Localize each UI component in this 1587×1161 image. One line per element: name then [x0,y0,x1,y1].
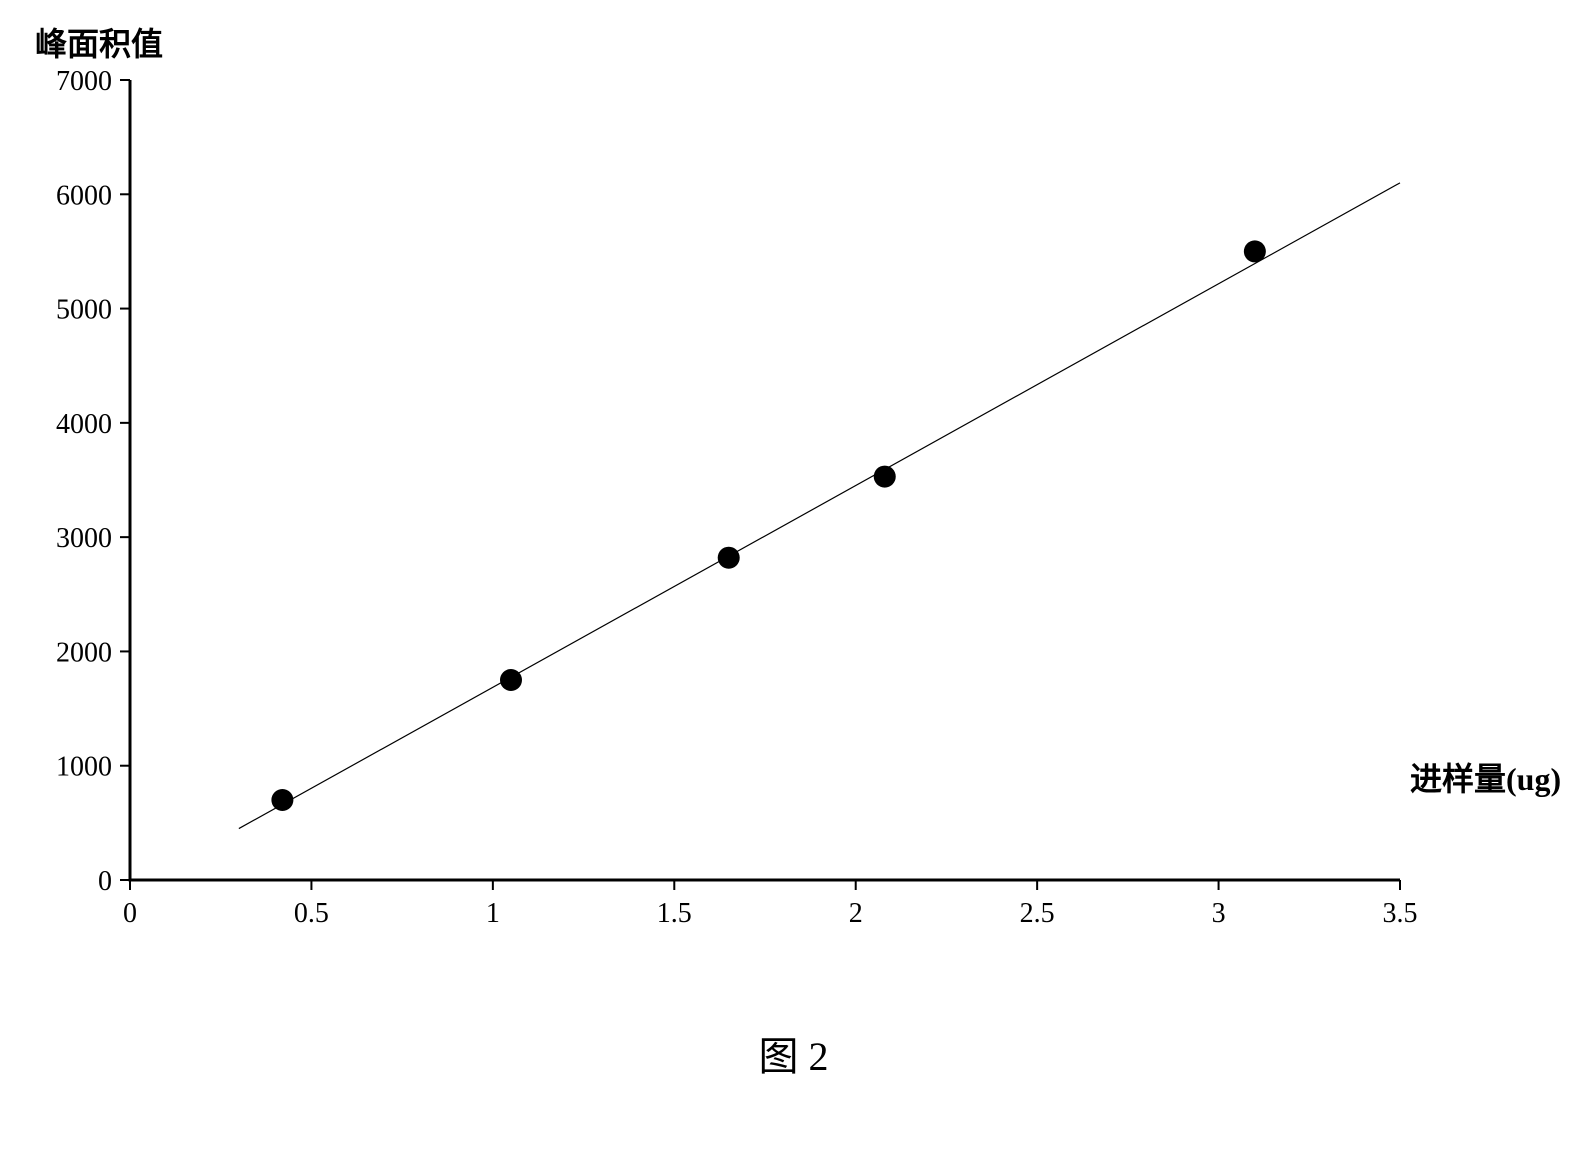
x-tick-label: 0 [123,898,137,929]
y-axis-title: 峰面积值 [35,26,163,62]
x-tick-label: 3 [1212,898,1226,929]
x-tick-label: 2 [849,898,863,929]
data-point [718,547,740,569]
data-point [1244,240,1266,262]
trend-line [239,183,1400,829]
y-tick-label: 6000 [56,180,112,211]
y-tick-label: 7000 [56,66,112,97]
y-tick-label: 1000 [56,752,112,783]
x-tick-label: 2.5 [1020,898,1055,929]
data-point [271,789,293,811]
y-tick-label: 4000 [56,409,112,440]
x-tick-label: 0.5 [294,898,329,929]
axes [130,80,1400,880]
y-tick-label: 5000 [56,295,112,326]
chart-container: 峰面积值 0 1000 2000 3000 4000 5000 6000 7000 0 0.5 1 1.… [20,20,1567,1141]
y-tick-label: 0 [98,866,112,897]
data-point [874,466,896,488]
y-tick-label: 2000 [56,637,112,668]
scatter-chart: 峰面积值 0 1000 2000 3000 4000 5000 6000 7000 0 0.5 1 1.… [20,20,1567,1141]
y-tick-label: 3000 [56,523,112,554]
x-tick-label: 1 [486,898,500,929]
data-point [500,669,522,691]
x-axis-title: 进样量(ug) [1410,761,1561,797]
x-tick-label: 1.5 [657,898,692,929]
figure-caption: 图 2 [759,1034,829,1079]
x-tick-label: 3.5 [1383,898,1418,929]
